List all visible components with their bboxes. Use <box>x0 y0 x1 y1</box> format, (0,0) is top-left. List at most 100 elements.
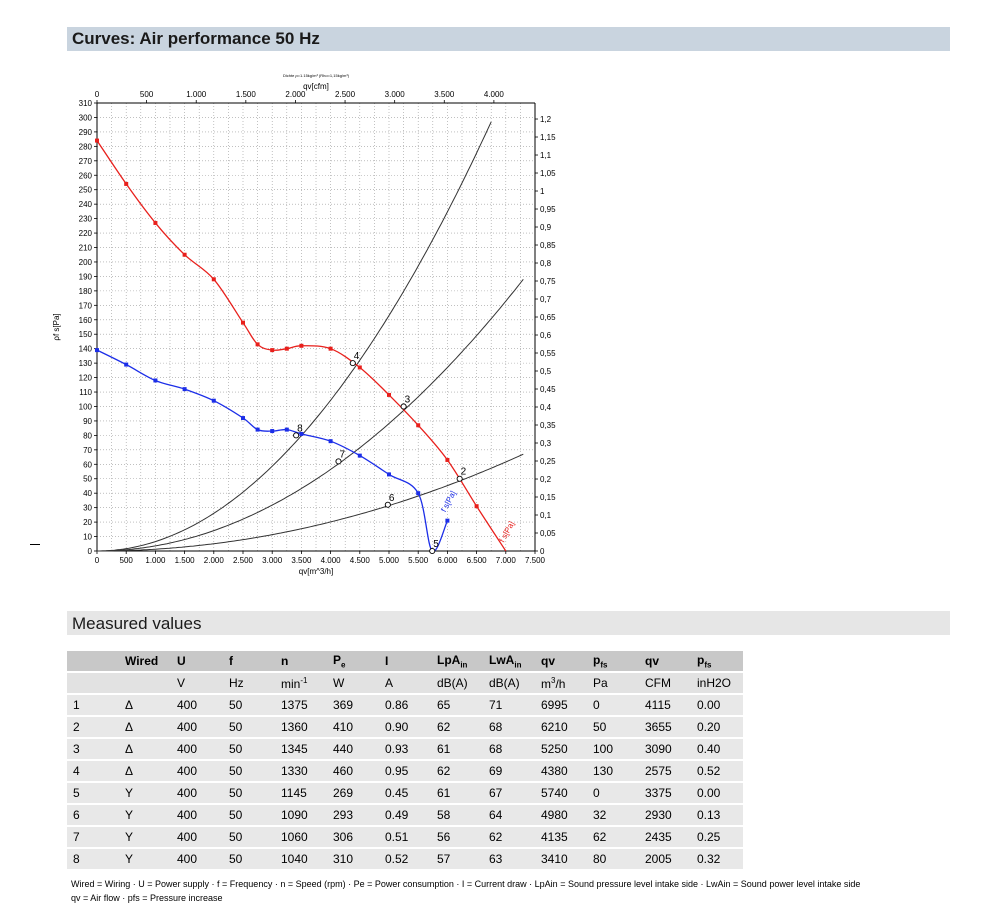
table-cell: 460 <box>327 761 379 781</box>
y-tick-label: 230 <box>79 215 93 224</box>
table-cell: 0 <box>587 783 639 803</box>
table-cell: 68 <box>483 739 535 759</box>
table-cell: 2 <box>67 717 119 737</box>
table-cell: 50 <box>223 805 275 825</box>
data-point <box>153 378 158 383</box>
col-header-index <box>67 651 119 671</box>
x2-tick-label: 2.500 <box>335 90 356 99</box>
data-point <box>95 348 99 353</box>
table-cell: 3375 <box>639 783 691 803</box>
y2-tick-label: 0,65 <box>540 313 556 322</box>
y-tick-label: 30 <box>83 504 92 513</box>
x-tick-label: 1.500 <box>175 556 196 565</box>
table-cell: 3410 <box>535 849 587 869</box>
table-cell: 50 <box>223 849 275 869</box>
data-point <box>255 427 260 432</box>
y-tick-label: 210 <box>79 244 93 253</box>
chart-svg: 0102030405060708090100110120130140150160… <box>52 73 556 576</box>
y2-tick-label: 0,15 <box>540 493 556 502</box>
table-cell: 61 <box>431 739 483 759</box>
x-axis-title: qv[m^3/h] <box>299 567 333 576</box>
table-cell: 5250 <box>535 739 587 759</box>
table-cell: 0.49 <box>379 805 431 825</box>
y2-tick-label: 0,5 <box>540 367 552 376</box>
y-tick-label: 100 <box>79 402 93 411</box>
table-cell: 400 <box>171 783 223 803</box>
data-point <box>328 346 333 351</box>
table-cell: 0.51 <box>379 827 431 847</box>
table-cell: 7 <box>67 827 119 847</box>
table-row: 4 Δ 400 50 1330 460 0.95 62 69 4380 130 2575 0.52 <box>67 761 743 781</box>
table-cell: 64 <box>483 805 535 825</box>
table-cell: 400 <box>171 695 223 715</box>
data-point <box>445 457 450 462</box>
y-tick-label: 300 <box>79 113 93 122</box>
operating-point-marker <box>429 547 436 555</box>
data-point <box>182 252 187 257</box>
table-cell: 0.52 <box>691 761 743 781</box>
x2-tick-label: 3.500 <box>434 90 455 99</box>
col-header-wired: Wired <box>119 651 171 671</box>
col-header-i: I <box>379 651 431 671</box>
unit-lwain: dB(A) <box>483 673 535 693</box>
table-cell: 50 <box>223 739 275 759</box>
col-header-f: f <box>223 651 275 671</box>
table-cell: 2435 <box>639 827 691 847</box>
table-cell: 50 <box>223 695 275 715</box>
table-cell: 400 <box>171 739 223 759</box>
table-cell: 400 <box>171 805 223 825</box>
y2-tick-label: 0,8 <box>540 259 552 268</box>
table-cell: 1 <box>67 695 119 715</box>
table-cell: 100 <box>587 739 639 759</box>
table-cell: 400 <box>171 761 223 781</box>
x-tick-label: 2.000 <box>204 556 225 565</box>
table-cell: 68 <box>483 717 535 737</box>
table-cell: 0.00 <box>691 695 743 715</box>
y-tick-label: 40 <box>83 489 92 498</box>
y2-tick-label: 0 <box>540 547 545 556</box>
y-tick-label: 80 <box>83 431 92 440</box>
data-point <box>241 320 245 325</box>
table-cell: Δ <box>119 761 171 781</box>
col-header-pfs-inh2o: pfs <box>691 651 743 671</box>
table-cell: 1040 <box>275 849 327 869</box>
table-units-row: V Hz min-1 W A dB(A) dB(A) m3/h Pa CFM i… <box>67 673 743 693</box>
y-tick-label: 110 <box>79 388 92 397</box>
table-cell: Δ <box>119 739 171 759</box>
data-point <box>474 504 479 509</box>
y2-tick-label: 0,35 <box>540 421 556 430</box>
table-cell: 0.32 <box>691 849 743 869</box>
y2-tick-label: 0,6 <box>540 331 552 340</box>
y2-tick-label: 0,85 <box>540 241 556 250</box>
table-cell: 8 <box>67 849 119 869</box>
y-tick-label: 90 <box>83 417 92 426</box>
table-cell: 306 <box>327 827 379 847</box>
data-point <box>299 431 304 436</box>
table-cell: 0.52 <box>379 849 431 869</box>
x-tick-label: 5.000 <box>379 556 400 565</box>
table-cell: 6995 <box>535 695 587 715</box>
table-body: 1 Δ 400 50 1375 369 0.86 65 71 6995 0 4115 0.00 2 Δ 400… <box>67 695 743 869</box>
data-point <box>270 348 275 353</box>
table-cell: 1375 <box>275 695 327 715</box>
table-cell: 400 <box>171 717 223 737</box>
data-point <box>255 342 260 347</box>
y-tick-label: 0 <box>88 547 93 556</box>
data-point <box>284 346 289 351</box>
table-row: 6 Y 400 50 1090 293 0.49 58 64 4980 32 2930 0.13 <box>67 805 743 825</box>
operating-point-label: 2 <box>461 467 467 478</box>
table-cell: 4 <box>67 761 119 781</box>
unit-qv-m3h: m3/h <box>535 673 587 693</box>
y2-tick-label: 0,75 <box>540 277 556 286</box>
x-tick-label: 7.500 <box>525 556 546 565</box>
table-cell: 0.25 <box>691 827 743 847</box>
table-cell: 57 <box>431 849 483 869</box>
y-tick-label: 160 <box>79 316 93 325</box>
table-cell: 61 <box>431 783 483 803</box>
table-row: 7 Y 400 50 1060 306 0.51 56 62 4135 62 2435 0.25 <box>67 827 743 847</box>
x-tick-label: 4.000 <box>321 556 342 565</box>
table-cell: 2005 <box>639 849 691 869</box>
y-tick-label: 180 <box>79 287 93 296</box>
unit-pfs-pa: Pa <box>587 673 639 693</box>
operating-point-label: 4 <box>354 351 360 362</box>
